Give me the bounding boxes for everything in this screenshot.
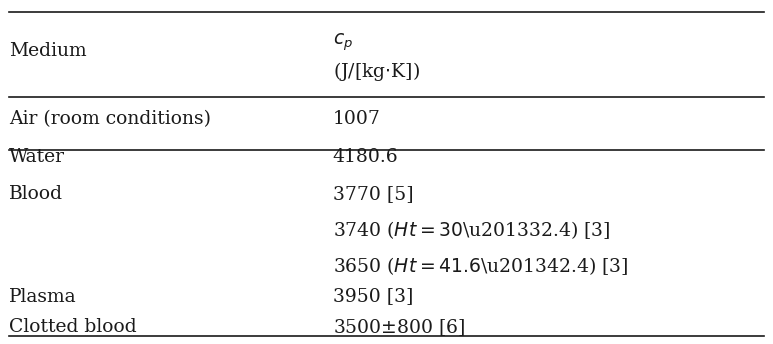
Text: Water: Water: [9, 148, 65, 166]
Text: (J/[kg$\cdot$K]): (J/[kg$\cdot$K]): [332, 60, 420, 83]
Text: $c_p$: $c_p$: [332, 32, 352, 53]
Text: 3740 ($\mathit{Ht}=30$\u201332.4) [3]: 3740 ($\mathit{Ht}=30$\u201332.4) [3]: [332, 219, 610, 241]
Text: Blood: Blood: [9, 185, 63, 203]
Text: 3500$\pm$800 [6]: 3500$\pm$800 [6]: [332, 317, 465, 338]
Text: Clotted blood: Clotted blood: [9, 318, 137, 336]
Text: 4180.6: 4180.6: [332, 148, 398, 166]
Text: 3650 ($\mathit{Ht}=41.6$\u201342.4) [3]: 3650 ($\mathit{Ht}=41.6$\u201342.4) [3]: [332, 255, 628, 277]
Text: Medium: Medium: [9, 42, 87, 60]
Text: 3950 [3]: 3950 [3]: [332, 288, 413, 305]
Text: Plasma: Plasma: [9, 288, 77, 305]
Text: 3770 [5]: 3770 [5]: [332, 185, 414, 203]
Text: Air (room conditions): Air (room conditions): [9, 110, 211, 128]
Text: 1007: 1007: [332, 110, 380, 128]
